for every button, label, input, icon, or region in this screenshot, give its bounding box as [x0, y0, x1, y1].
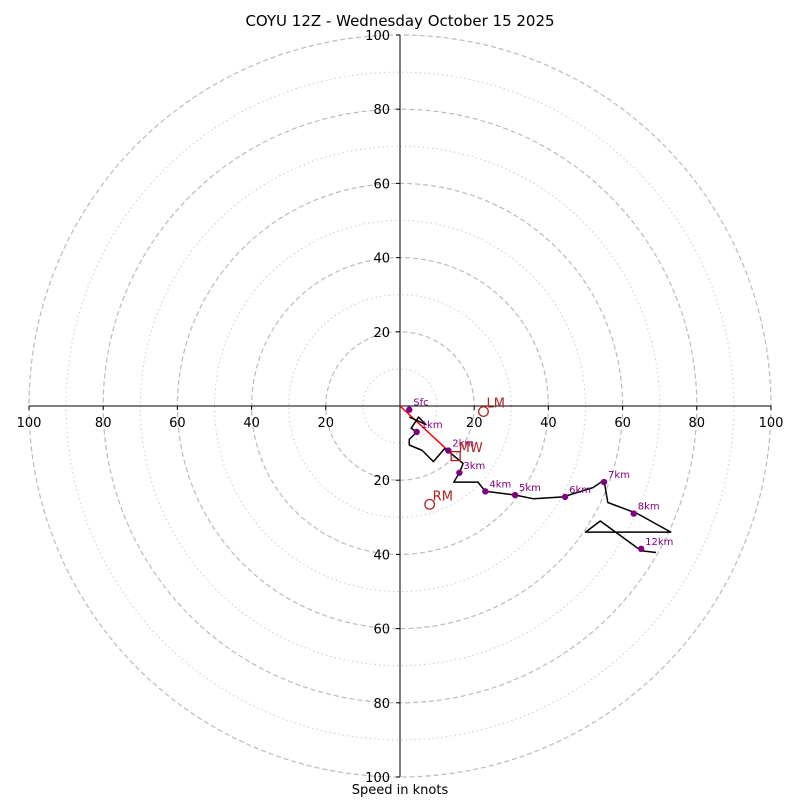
x-tick-label: 40: [243, 416, 260, 431]
y-tick-label: 40: [373, 252, 390, 267]
height-point-12km: [637, 545, 645, 553]
height-label-6km: 6km: [569, 485, 591, 496]
height-point-7km: [600, 478, 608, 486]
storm-markers: LM MW RM: [424, 397, 505, 510]
height-point-2km: [445, 447, 452, 454]
marker-label-MW: MW: [459, 441, 483, 456]
marker-LM: [478, 406, 489, 418]
x-tick-label: 80: [689, 416, 706, 431]
height-label-2km: 2km: [452, 439, 474, 450]
tick-labels: 100 80 60 40 20 20 40 60 80 100 100 80 60 40 20 20 40 60 8…: [17, 29, 784, 786]
y-tick-label: 100: [365, 771, 390, 786]
x-tick-label: 80: [95, 416, 112, 431]
x-tick-label: 60: [169, 416, 186, 431]
height-points: Sfc 1km 2km 3km 4km 5km 6km 7km 8km 12km: [406, 398, 673, 553]
height-point-5km: [511, 491, 519, 499]
marker-label-RM: RM: [433, 489, 453, 504]
y-tick-label: 100: [365, 29, 390, 44]
chart-title: COYU 12Z - Wednesday October 15 2025: [245, 12, 555, 30]
x-tick-label: 100: [759, 416, 784, 431]
y-tick-label: 60: [373, 623, 390, 638]
marker-RM: [424, 498, 436, 510]
x-tick-label: 20: [318, 416, 335, 431]
y-tick-label: 80: [373, 103, 390, 118]
y-tick-label: 80: [373, 697, 390, 712]
height-label-8km: 8km: [638, 502, 660, 513]
motion-segment: [399, 405, 453, 455]
height-point-Sfc: [406, 406, 413, 413]
height-label-5km: 5km: [519, 483, 541, 494]
marker-MW: [450, 450, 461, 462]
wind-trace: [408, 416, 672, 554]
x-tick-label: 20: [466, 416, 483, 431]
y-tick-label: 60: [373, 177, 390, 192]
height-point-8km: [630, 510, 637, 517]
height-label-4km: 4km: [489, 479, 511, 490]
height-point-6km: [561, 493, 569, 501]
x-tick-label: 100: [17, 416, 42, 431]
height-label-7km: 7km: [608, 470, 630, 481]
y-tick-label: 20: [373, 326, 390, 341]
height-point-4km: [482, 488, 489, 495]
x-tick-label: 40: [540, 416, 557, 431]
x-axis-label: Speed in knots: [351, 783, 449, 798]
height-label-3km: 3km: [463, 461, 485, 472]
height-label-Sfc: Sfc: [413, 398, 428, 409]
storm-motion-line: [399, 405, 453, 455]
height-label-1km: 1km: [421, 420, 443, 431]
marker-label-LM: LM: [486, 397, 504, 412]
height-point-1km: [413, 428, 420, 436]
height-label-12km: 12km: [645, 537, 673, 548]
wind-trace-line: [408, 416, 672, 554]
x-tick-label: 60: [614, 416, 631, 431]
y-tick-label: 40: [373, 548, 390, 563]
y-tick-label: 20: [373, 474, 390, 489]
height-point-3km: [456, 469, 463, 476]
